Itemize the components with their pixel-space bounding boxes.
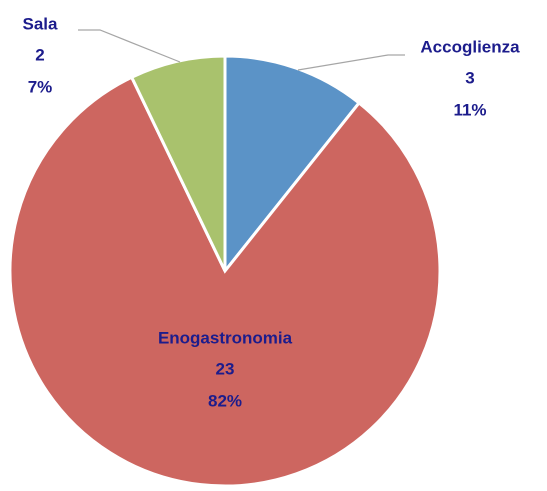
data-label-percent: 82% [208, 391, 242, 410]
data-label-value: 3 [465, 68, 474, 87]
leader-line [297, 54, 405, 71]
data-label-name: Enogastronomia [158, 328, 293, 347]
data-label-percent: 7% [28, 77, 53, 96]
pie-slice [8, 75, 442, 488]
pie-slice [223, 54, 362, 276]
data-label-name: Sala [23, 14, 59, 33]
data-label-percent: 11% [453, 100, 486, 119]
data-label-value: 23 [216, 359, 235, 378]
leader-line [78, 29, 181, 63]
data-label-name: Accoglienza [420, 37, 520, 56]
data-label-value: 2 [35, 45, 44, 64]
